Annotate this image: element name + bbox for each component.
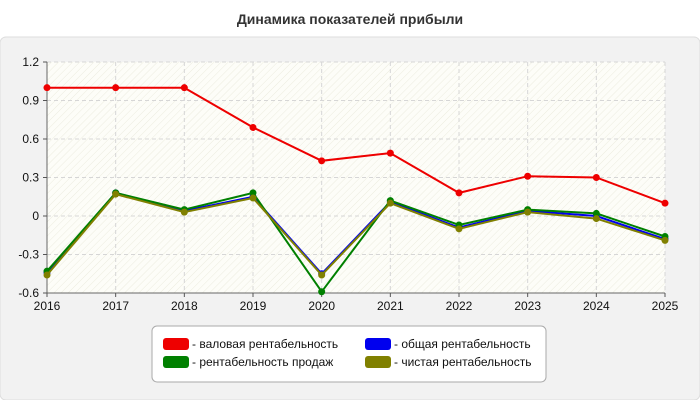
data-point bbox=[249, 123, 257, 131]
legend-label: - валовая рентабельность bbox=[192, 337, 338, 351]
x-tick-label: 2022 bbox=[446, 299, 473, 313]
y-tick-label: 1.2 bbox=[22, 55, 39, 69]
y-axis-ticks: 1.2 0.9 0.6 0.3 0 -0.3 -0.6 bbox=[18, 55, 47, 300]
x-tick-label: 2019 bbox=[240, 299, 267, 313]
data-point bbox=[112, 84, 120, 92]
x-axis-ticks: 2016 2017 2018 2019 2020 2021 2022 2023 2024 2025 bbox=[34, 293, 679, 313]
series-line bbox=[46, 191, 666, 294]
x-tick-label: 2025 bbox=[652, 299, 679, 313]
data-point bbox=[592, 209, 600, 217]
y-tick-label: 0.6 bbox=[22, 132, 39, 146]
x-tick-label: 2023 bbox=[514, 299, 541, 313]
data-point bbox=[112, 190, 120, 198]
data-point bbox=[180, 84, 188, 92]
data-point bbox=[661, 199, 669, 207]
legend-box bbox=[151, 325, 547, 383]
x-tick-label: 2020 bbox=[308, 299, 335, 313]
data-point bbox=[318, 288, 326, 296]
series-group bbox=[43, 84, 669, 296]
data-point bbox=[249, 194, 257, 202]
data-point bbox=[318, 157, 326, 165]
x-tick-label: 2021 bbox=[377, 299, 404, 313]
legend-swatch bbox=[163, 338, 189, 350]
data-point bbox=[249, 189, 257, 197]
series-line bbox=[46, 193, 666, 277]
data-point bbox=[43, 84, 51, 92]
data-point bbox=[386, 199, 394, 207]
data-point bbox=[661, 236, 669, 244]
data-point bbox=[455, 189, 463, 197]
x-tick-label: 2024 bbox=[583, 299, 610, 313]
legend-label: - чистая рентабельность bbox=[394, 355, 531, 369]
x-tick-label: 2018 bbox=[171, 299, 198, 313]
data-point bbox=[524, 208, 532, 216]
y-tick-label: 0 bbox=[32, 209, 39, 223]
y-tick-label: 0.3 bbox=[22, 171, 39, 185]
data-point bbox=[455, 225, 463, 233]
series-1 bbox=[43, 84, 669, 207]
y-tick-label: -0.3 bbox=[18, 248, 39, 262]
legend-swatch bbox=[365, 338, 391, 350]
legend-label: - рентабельность продаж bbox=[192, 355, 333, 369]
legend-label: - общая рентабельность bbox=[394, 337, 531, 351]
legend: - валовая рентабельность - общая рентабел… bbox=[151, 325, 547, 383]
data-point bbox=[592, 174, 600, 181]
series-4 bbox=[43, 190, 669, 279]
data-point bbox=[386, 149, 394, 157]
data-point bbox=[318, 271, 326, 279]
x-tick-label: 2017 bbox=[102, 299, 129, 313]
y-tick-label: 0.9 bbox=[22, 94, 39, 108]
legend-swatch bbox=[163, 356, 189, 368]
data-point bbox=[592, 215, 600, 223]
data-point bbox=[180, 208, 188, 216]
legend-swatch bbox=[365, 356, 391, 368]
data-point bbox=[43, 271, 51, 279]
x-tick-label: 2016 bbox=[34, 299, 61, 313]
data-point bbox=[524, 172, 532, 180]
chart-title: Динамика показателей прибыли bbox=[237, 11, 463, 27]
y-tick-label: -0.6 bbox=[18, 286, 39, 300]
series-line bbox=[47, 86, 666, 205]
